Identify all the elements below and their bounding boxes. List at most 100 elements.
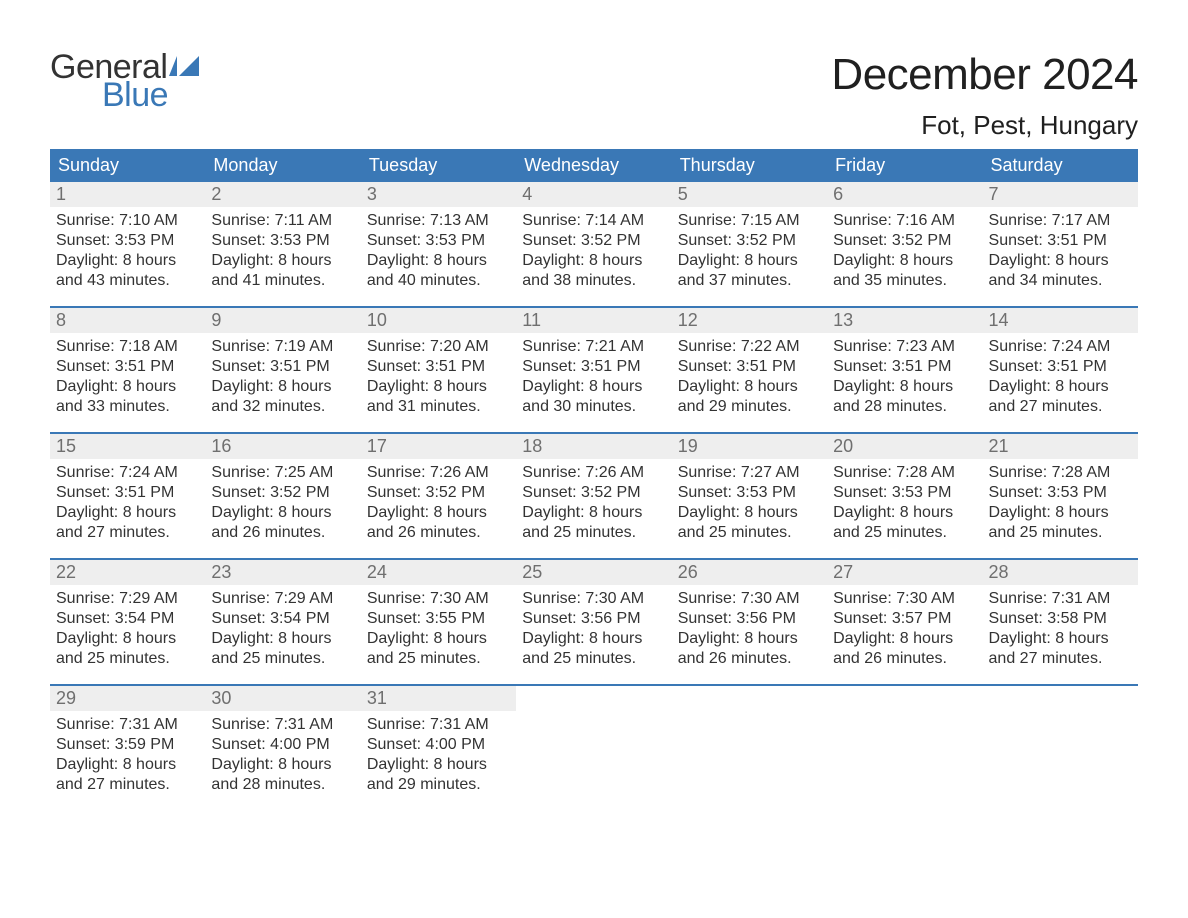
day-number-row: 4 [516, 182, 671, 207]
sunrise-line: Sunrise: 7:31 AM [367, 715, 510, 735]
day-cell: 30Sunrise: 7:31 AMSunset: 4:00 PMDayligh… [205, 686, 360, 810]
flag-icon [169, 56, 199, 78]
day-number: 5 [678, 184, 688, 204]
day-number-row: 19 [672, 434, 827, 459]
day-cell: 11Sunrise: 7:21 AMSunset: 3:51 PMDayligh… [516, 308, 671, 432]
sunset-line: Sunset: 3:52 PM [211, 483, 354, 503]
sunrise-line: Sunrise: 7:30 AM [678, 589, 821, 609]
day-cell: 4Sunrise: 7:14 AMSunset: 3:52 PMDaylight… [516, 182, 671, 306]
day-number: 14 [989, 310, 1009, 330]
daylight-line-2: and 26 minutes. [678, 649, 821, 669]
day-body: Sunrise: 7:21 AMSunset: 3:51 PMDaylight:… [516, 333, 671, 427]
daylight-line-1: Daylight: 8 hours [367, 629, 510, 649]
day-body: Sunrise: 7:25 AMSunset: 3:52 PMDaylight:… [205, 459, 360, 553]
day-of-week-header: SundayMondayTuesdayWednesdayThursdayFrid… [50, 149, 1138, 182]
dow-saturday: Saturday [983, 149, 1138, 182]
daylight-line-2: and 27 minutes. [56, 775, 199, 795]
daylight-line-2: and 27 minutes. [989, 397, 1132, 417]
day-number: 18 [522, 436, 542, 456]
sunrise-line: Sunrise: 7:11 AM [211, 211, 354, 231]
daylight-line-2: and 31 minutes. [367, 397, 510, 417]
sunset-line: Sunset: 3:51 PM [989, 231, 1132, 251]
day-cell [827, 686, 982, 810]
sunset-line: Sunset: 3:57 PM [833, 609, 976, 629]
day-number-row: 17 [361, 434, 516, 459]
day-cell: 5Sunrise: 7:15 AMSunset: 3:52 PMDaylight… [672, 182, 827, 306]
day-number: 19 [678, 436, 698, 456]
location: Fot, Pest, Hungary [831, 110, 1138, 141]
day-number: 1 [56, 184, 66, 204]
daylight-line-1: Daylight: 8 hours [211, 755, 354, 775]
daylight-line-1: Daylight: 8 hours [367, 251, 510, 271]
daylight-line-2: and 43 minutes. [56, 271, 199, 291]
sunrise-line: Sunrise: 7:28 AM [833, 463, 976, 483]
daylight-line-1: Daylight: 8 hours [211, 629, 354, 649]
sunset-line: Sunset: 3:55 PM [367, 609, 510, 629]
week-row: 15Sunrise: 7:24 AMSunset: 3:51 PMDayligh… [50, 432, 1138, 558]
daylight-line-1: Daylight: 8 hours [678, 251, 821, 271]
day-body: Sunrise: 7:17 AMSunset: 3:51 PMDaylight:… [983, 207, 1138, 301]
week-row: 22Sunrise: 7:29 AMSunset: 3:54 PMDayligh… [50, 558, 1138, 684]
day-cell: 3Sunrise: 7:13 AMSunset: 3:53 PMDaylight… [361, 182, 516, 306]
day-body: Sunrise: 7:24 AMSunset: 3:51 PMDaylight:… [50, 459, 205, 553]
sunrise-line: Sunrise: 7:26 AM [367, 463, 510, 483]
daylight-line-1: Daylight: 8 hours [678, 503, 821, 523]
day-cell: 14Sunrise: 7:24 AMSunset: 3:51 PMDayligh… [983, 308, 1138, 432]
daylight-line-2: and 41 minutes. [211, 271, 354, 291]
sunset-line: Sunset: 3:51 PM [56, 357, 199, 377]
dow-friday: Friday [827, 149, 982, 182]
day-number-row: 10 [361, 308, 516, 333]
day-number-row: 2 [205, 182, 360, 207]
day-cell: 20 Sunrise: 7:28 AMSunset: 3:53 PMDayligh… [827, 434, 982, 558]
day-body: Sunrise: 7:31 AMSunset: 3:58 PMDaylight:… [983, 585, 1138, 679]
day-number-row: 22 [50, 560, 205, 585]
daylight-line-2: and 26 minutes. [367, 523, 510, 543]
day-cell: 12Sunrise: 7:22 AMSunset: 3:51 PMDayligh… [672, 308, 827, 432]
daylight-line-2: and 25 minutes. [678, 523, 821, 543]
daylight-line-2: and 25 minutes. [522, 649, 665, 669]
day-number: 29 [56, 688, 76, 708]
day-cell [672, 686, 827, 810]
day-number-row: 3 [361, 182, 516, 207]
day-body: Sunrise: 7:28 AMSunset: 3:53 PMDaylight:… [827, 459, 982, 553]
day-body: Sunrise: 7:31 AMSunset: 4:00 PMDaylight:… [205, 711, 360, 805]
day-number-row: 29 [50, 686, 205, 711]
day-cell: 9Sunrise: 7:19 AMSunset: 3:51 PMDaylight… [205, 308, 360, 432]
sunrise-line: Sunrise: 7:24 AM [56, 463, 199, 483]
daylight-line-1: Daylight: 8 hours [989, 251, 1132, 271]
dow-thursday: Thursday [672, 149, 827, 182]
sunset-line: Sunset: 3:52 PM [522, 483, 665, 503]
sunset-line: Sunset: 3:53 PM [367, 231, 510, 251]
daylight-line-2: and 25 minutes. [56, 649, 199, 669]
day-number: 2 [211, 184, 221, 204]
sunrise-line: Sunrise: 7:14 AM [522, 211, 665, 231]
sunset-line: Sunset: 3:52 PM [833, 231, 976, 251]
dow-wednesday: Wednesday [516, 149, 671, 182]
dow-tuesday: Tuesday [361, 149, 516, 182]
day-number: 31 [367, 688, 387, 708]
day-number-row: 9 [205, 308, 360, 333]
daylight-line-1: Daylight: 8 hours [989, 377, 1132, 397]
day-number: 12 [678, 310, 698, 330]
day-body: Sunrise: 7:29 AMSunset: 3:54 PMDaylight:… [50, 585, 205, 679]
sunrise-line: Sunrise: 7:24 AM [989, 337, 1132, 357]
sunset-line: Sunset: 3:51 PM [522, 357, 665, 377]
sunset-line: Sunset: 3:56 PM [678, 609, 821, 629]
title-block: December 2024 Fot, Pest, Hungary [831, 50, 1138, 141]
sunset-line: Sunset: 3:53 PM [833, 483, 976, 503]
daylight-line-2: and 40 minutes. [367, 271, 510, 291]
day-number-row: 16 [205, 434, 360, 459]
sunset-line: Sunset: 3:53 PM [211, 231, 354, 251]
daylight-line-2: and 25 minutes. [367, 649, 510, 669]
day-number: 4 [522, 184, 532, 204]
day-number: 28 [989, 562, 1009, 582]
month-title: December 2024 [831, 50, 1138, 100]
daylight-line-2: and 32 minutes. [211, 397, 354, 417]
day-number: 20 [833, 436, 853, 456]
sunset-line: Sunset: 3:53 PM [56, 231, 199, 251]
day-number: 16 [211, 436, 231, 456]
day-number: 13 [833, 310, 853, 330]
daylight-line-2: and 29 minutes. [678, 397, 821, 417]
sunrise-line: Sunrise: 7:30 AM [522, 589, 665, 609]
sunrise-line: Sunrise: 7:26 AM [522, 463, 665, 483]
